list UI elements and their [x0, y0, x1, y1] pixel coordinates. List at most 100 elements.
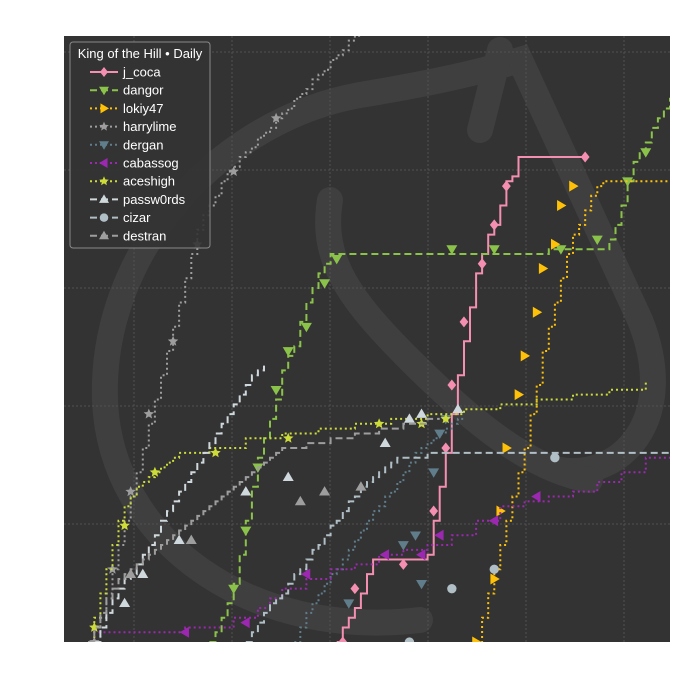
data-point-dangor: [300, 322, 312, 333]
data-point-harrylime: [89, 636, 100, 642]
legend-label-dergan: dergan: [123, 137, 163, 152]
data-point-dangor: [446, 245, 458, 255]
data-point-destran: [355, 481, 367, 491]
series-line-j_coca: [336, 156, 586, 642]
data-point-aceshigh: [373, 418, 385, 429]
data-point-lokiy47: [520, 350, 531, 362]
data-point-cabassog: [240, 617, 250, 629]
data-point-j_coca: [429, 505, 439, 517]
data-point-aceshigh: [119, 520, 130, 530]
data-point-lokiy47: [502, 442, 512, 454]
series-line-dergan: [294, 417, 464, 642]
data-point-dangor: [488, 245, 500, 255]
data-point-j_coca: [489, 219, 499, 231]
data-point-passw0rds: [173, 534, 185, 544]
legend-item-harrylime[interactable]: harrylime: [90, 119, 176, 134]
data-point-lokiy47: [569, 180, 579, 192]
legend-item-lokiy47[interactable]: lokiy47: [90, 101, 163, 116]
legend-marker-cizar: [99, 213, 109, 222]
data-point-cabassog: [434, 529, 444, 541]
legend-label-cizar: cizar: [123, 210, 151, 225]
data-point-j_coca: [441, 442, 451, 454]
data-point-harrylime: [228, 166, 239, 176]
legend-marker-dergan: [99, 141, 109, 150]
data-point-dergan: [409, 531, 421, 541]
data-point-dangor: [282, 347, 294, 357]
series-line-cizar: [245, 451, 670, 642]
data-point-j_coca: [477, 258, 487, 270]
data-point-dergan: [434, 429, 446, 439]
data-point-aceshigh: [89, 622, 100, 632]
legend-item-j_coca[interactable]: j_coca: [90, 65, 161, 80]
data-point-dergan: [416, 579, 428, 590]
series-line-aceshigh: [88, 380, 647, 642]
series-cabassog: [88, 456, 670, 642]
legend-title: King of the Hill • Daily: [78, 46, 203, 61]
data-point-passw0rds: [403, 413, 415, 423]
data-point-passw0rds: [137, 568, 149, 578]
legend-item-cizar[interactable]: cizar: [90, 210, 151, 225]
data-point-destran: [125, 568, 137, 578]
data-point-lokiy47: [496, 505, 506, 517]
data-point-lokiy47: [490, 573, 500, 585]
data-point-harrylime: [143, 408, 155, 419]
series-line-passw0rds: [94, 365, 265, 642]
legend-label-destran: destran: [123, 228, 166, 243]
data-point-j_coca: [501, 180, 511, 192]
data-point-destran: [294, 495, 306, 506]
data-point-passw0rds: [240, 486, 252, 496]
legend-label-j_coca: j_coca: [122, 65, 161, 80]
data-point-lokiy47: [472, 636, 482, 642]
series-passw0rds: [94, 365, 464, 642]
legend-item-aceshigh[interactable]: aceshigh: [90, 174, 175, 189]
data-point-destran: [185, 534, 197, 544]
legend-item-cabassog[interactable]: cabassog: [90, 156, 179, 171]
data-point-passw0rds: [416, 408, 428, 418]
legend-marker-lokiy47: [100, 103, 109, 114]
series-dangor: [209, 97, 670, 642]
data-point-cizar: [550, 453, 560, 463]
series-line-dangor: [209, 97, 670, 642]
legend-marker-passw0rds: [99, 194, 109, 203]
data-point-dangor: [622, 177, 634, 187]
data-point-cizar: [489, 564, 499, 574]
legend-label-aceshigh: aceshigh: [123, 174, 175, 189]
data-point-j_coca: [580, 151, 590, 163]
legend-item-dangor[interactable]: dangor: [90, 83, 164, 98]
legend-marker-dangor: [99, 86, 109, 96]
data-point-cizar: [447, 583, 457, 594]
data-point-dergan: [343, 599, 355, 609]
data-point-passw0rds: [119, 597, 131, 608]
legend-label-harrylime: harrylime: [123, 119, 176, 134]
legend-item-destran[interactable]: destran: [90, 228, 166, 243]
data-point-harrylime: [125, 486, 136, 497]
data-point-cabassog: [379, 549, 390, 561]
data-point-cabassog: [416, 549, 426, 561]
data-point-dangor: [555, 245, 567, 255]
data-point-lokiy47: [557, 200, 567, 211]
data-point-lokiy47: [551, 238, 561, 250]
legend-marker-aceshigh: [99, 176, 109, 186]
legend-marker-harrylime: [99, 121, 109, 131]
data-point-j_coca: [338, 636, 348, 642]
data-point-j_coca: [447, 379, 457, 391]
data-point-harrylime: [270, 112, 282, 123]
data-point-destran: [319, 486, 331, 496]
data-point-dergan: [397, 541, 409, 551]
series-j_coca: [336, 151, 590, 642]
legend-item-dergan[interactable]: dergan: [90, 137, 163, 152]
legend-item-passw0rds[interactable]: passw0rds: [90, 192, 186, 207]
data-point-passw0rds: [282, 471, 294, 481]
series-cizar: [245, 451, 670, 642]
legend-marker-destran: [99, 230, 109, 240]
legend-marker-j_coca: [100, 67, 108, 77]
data-point-cabassog: [531, 491, 541, 502]
data-point-cabassog: [179, 626, 190, 638]
data-point-lokiy47: [514, 389, 524, 401]
data-point-dangor: [319, 279, 331, 289]
data-point-j_coca: [398, 558, 408, 570]
data-point-lokiy47: [538, 263, 549, 275]
data-point-dangor: [331, 255, 343, 265]
